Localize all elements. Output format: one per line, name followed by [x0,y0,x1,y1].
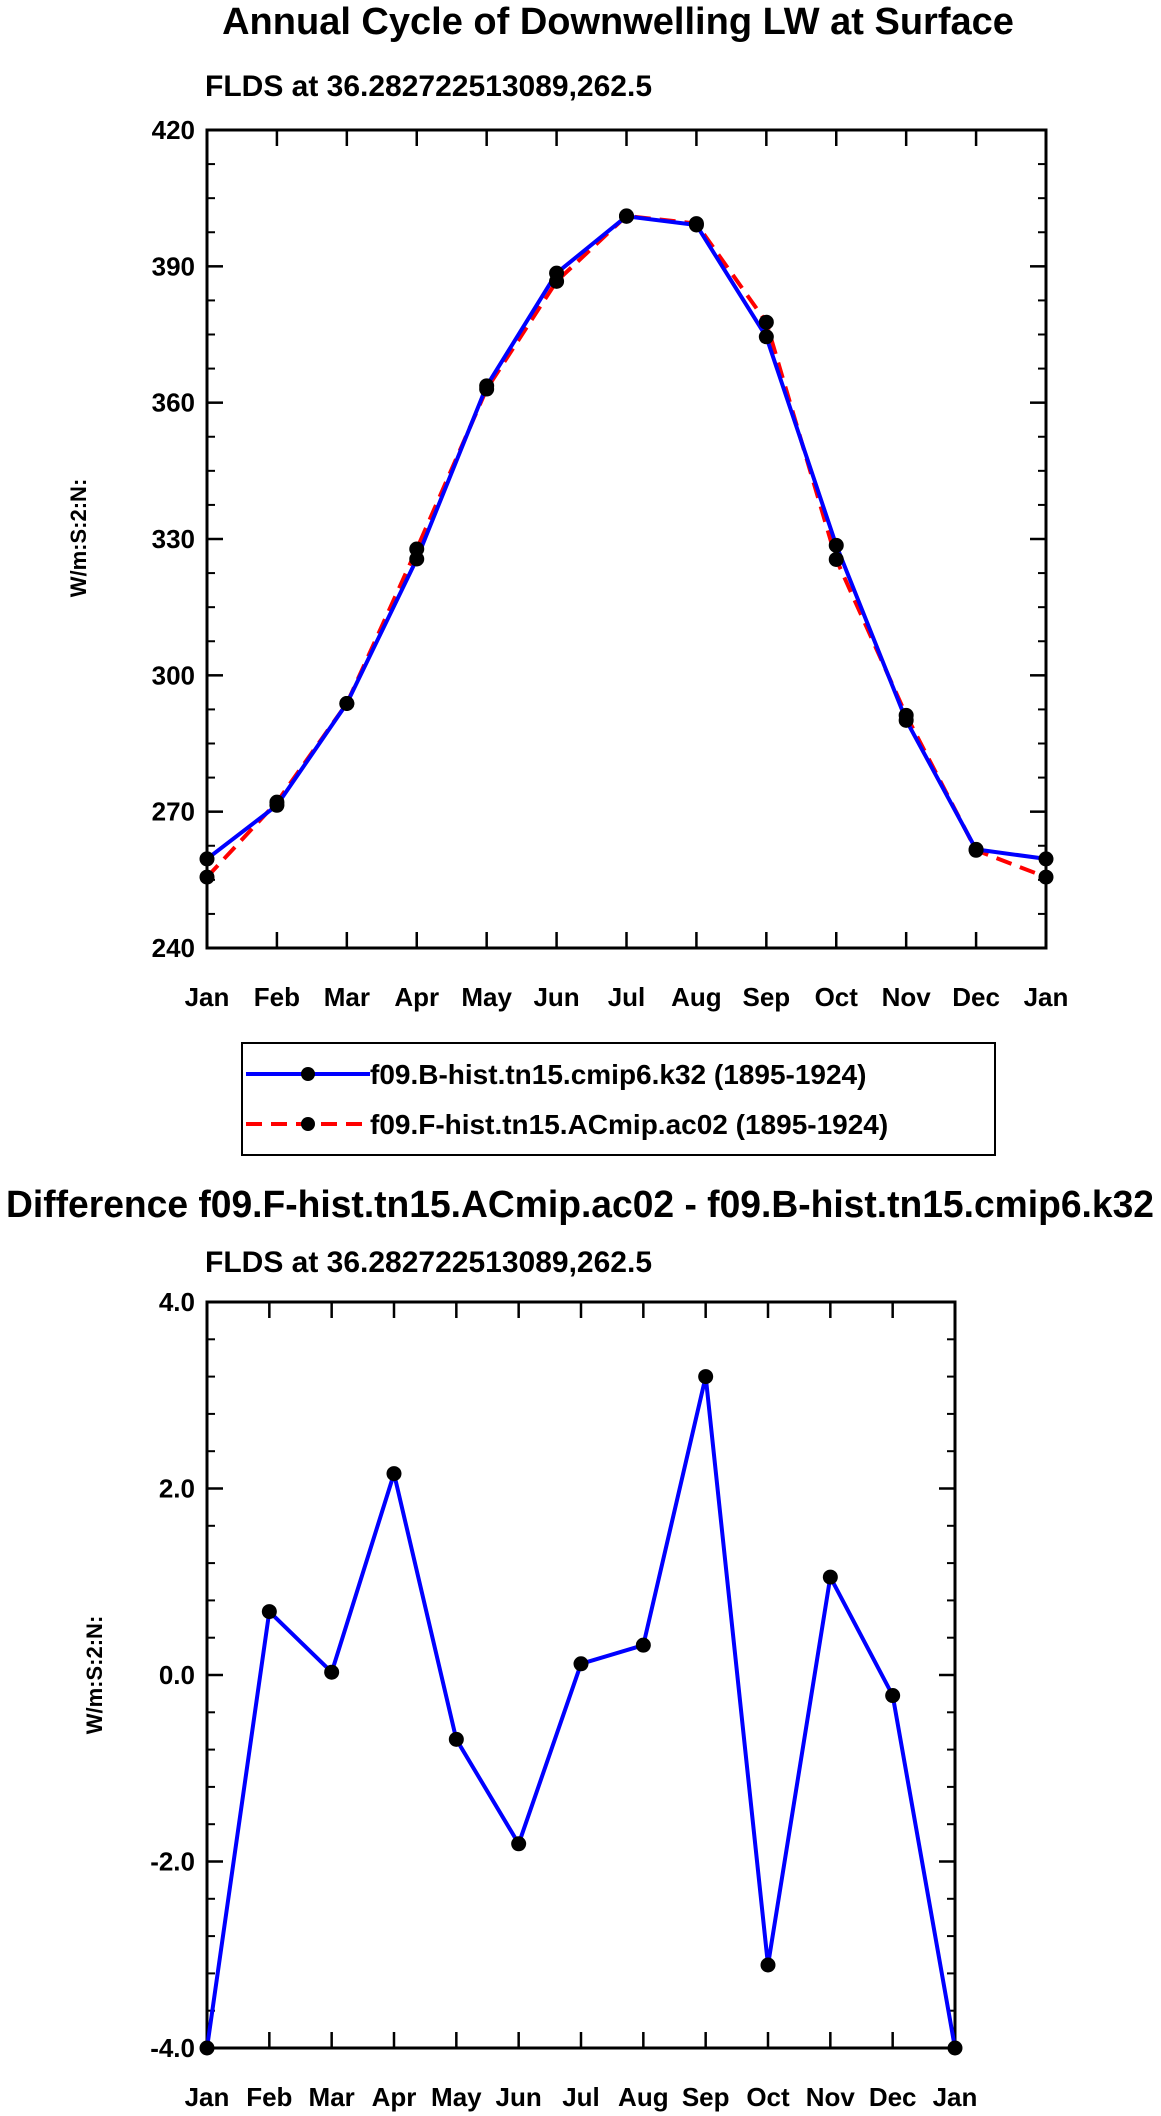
chart1-series-2-point [479,381,495,397]
chart1-xtick-label: Jan [1024,982,1069,1012]
chart2-series-1-point [573,1656,589,1672]
chart1-y-axis-label: W/m:S:2:N: [66,479,91,598]
chart1-ytick-label: 330 [152,524,195,554]
difference-chart: Difference f09.F-hist.tn15.ACmip.ac02 - … [6,1184,1154,2112]
chart1-xtick-label: Jul [608,982,646,1012]
legend-label-series-1: f09.B-hist.tn15.cmip6.k32 (1895-1924) [370,1059,866,1090]
chart2-series-1-point [760,1957,776,1973]
chart2-ytick-label: -4.0 [150,2033,195,2063]
chart2-xtick-label: Dec [869,2082,917,2112]
chart2-xtick-label: Jan [185,2082,230,2112]
chart2-series-1-point [822,1569,838,1585]
chart1-xtick-label: Nov [882,982,932,1012]
chart2-xtick-label: Oct [746,2082,790,2112]
chart2-xtick-label: Jul [562,2082,600,2112]
chart1-series-2-point [898,707,914,723]
chart2-ytick-label: -2.0 [150,1847,195,1877]
chart2-series-1-point [386,1466,402,1482]
chart1-series-2-point [1038,869,1054,885]
chart1-xtick-label: Mar [324,982,370,1012]
chart2-series-1-point [199,2040,215,2056]
chart2-frame [205,1300,957,2050]
chart2-xtick-label: Sep [682,2082,730,2112]
chart1-series-1-point [828,537,844,553]
chart1-series-1-line [205,214,1047,861]
chart1-xtick-label: May [461,982,512,1012]
chart2-title: Difference f09.F-hist.tn15.ACmip.ac02 - … [6,1184,1154,1226]
legend-marker-series-2 [301,1117,315,1131]
chart1-series-2-point [619,208,634,224]
chart1-xtick-label: Jun [533,982,579,1012]
chart1-title: Annual Cycle of Downwelling LW at Surfac… [222,1,1014,43]
chart1-series-2-point [549,273,565,289]
chart1-series-2-point [269,794,285,810]
legend-box [241,1042,996,1156]
chart1-series-2-point [688,216,704,232]
chart1-series-2-point [828,551,844,567]
legend-marker-series-1 [301,1067,315,1081]
chart2-series-1-line [205,1374,957,2049]
chart2-xtick-label: Mar [309,2082,355,2112]
chart2-xtick-label: Aug [618,2082,669,2112]
chart2-series-1-point [261,1604,277,1620]
chart2-y-axis-label: W/m:S:2:N: [82,1616,107,1735]
chart2-series-1-point [324,1664,340,1680]
chart2-series-1-point [511,1836,527,1852]
chart1-ytick-label: 300 [152,660,195,690]
chart1-series-2-point [199,869,215,885]
chart1-subtitle: FLDS at 36.282722513089,262.5 [205,70,652,103]
chart1-series-1-point [758,329,774,345]
chart2-series-1-point [448,1731,464,1747]
chart1-ytick-label: 270 [152,797,195,827]
legend-label-series-2: f09.F-hist.tn15.ACmip.ac02 (1895-1924) [370,1109,888,1140]
chart1-xtick-label: Feb [254,982,300,1012]
chart2-ytick-label: 2.0 [159,1474,195,1504]
chart1-xtick-label: Oct [815,982,859,1012]
chart2-ytick-label: 4.0 [159,1287,195,1317]
chart1-series-1-point [199,851,215,867]
chart1-series-1-point [1038,851,1054,867]
chart1-legend: f09.B-hist.tn15.cmip6.k32 (1895-1924) f0… [241,1042,996,1156]
chart2-xtick-label: Jun [496,2082,542,2112]
chart2-xtick-label: Apr [372,2082,417,2112]
chart2-series-1-point [635,1637,651,1653]
chart2-xtick-label: Feb [246,2082,292,2112]
chart1-plot-area: 240 270 300 330 360 390 420 Jan Feb Mar Apr May Jun J… [152,115,1069,1012]
chart1-series-2-point [409,541,425,557]
chart2-plot-area: -4.0 -2.0 0.0 2.0 4.0 Jan Feb Mar Apr May Jun Jul Au… [150,1287,977,2112]
chart2-series-1-point [698,1369,714,1385]
chart1-frame [205,128,1048,950]
chart1-xtick-label: Sep [742,982,790,1012]
annual-cycle-chart: Annual Cycle of Downwelling LW at Surfac… [66,1,1068,1012]
chart1-ytick-label: 420 [152,115,195,145]
chart1-series-2-line [205,213,1047,879]
chart1-series-2-point [968,842,984,858]
chart1-ytick-label: 360 [152,388,195,418]
chart1-xtick-label: Dec [952,982,1000,1012]
chart2-subtitle: FLDS at 36.282722513089,262.5 [205,1246,652,1279]
chart1-series-2-point [339,696,355,712]
chart2-ytick-label: 0.0 [159,1660,195,1690]
chart2-xtick-label: Nov [806,2082,856,2112]
chart1-ytick-label: 240 [152,933,195,963]
chart2-series-1-point [885,1688,901,1704]
chart1-xtick-label: Aug [671,982,722,1012]
chart1-xtick-label: Apr [394,982,439,1012]
chart1-xtick-label: Jan [185,982,230,1012]
chart1-series-2-point [758,314,774,330]
chart2-xtick-label: Jan [933,2082,978,2112]
chart1-ytick-label: 390 [152,251,195,281]
chart2-series-1-point [947,2040,963,2056]
chart2-xtick-label: May [431,2082,482,2112]
